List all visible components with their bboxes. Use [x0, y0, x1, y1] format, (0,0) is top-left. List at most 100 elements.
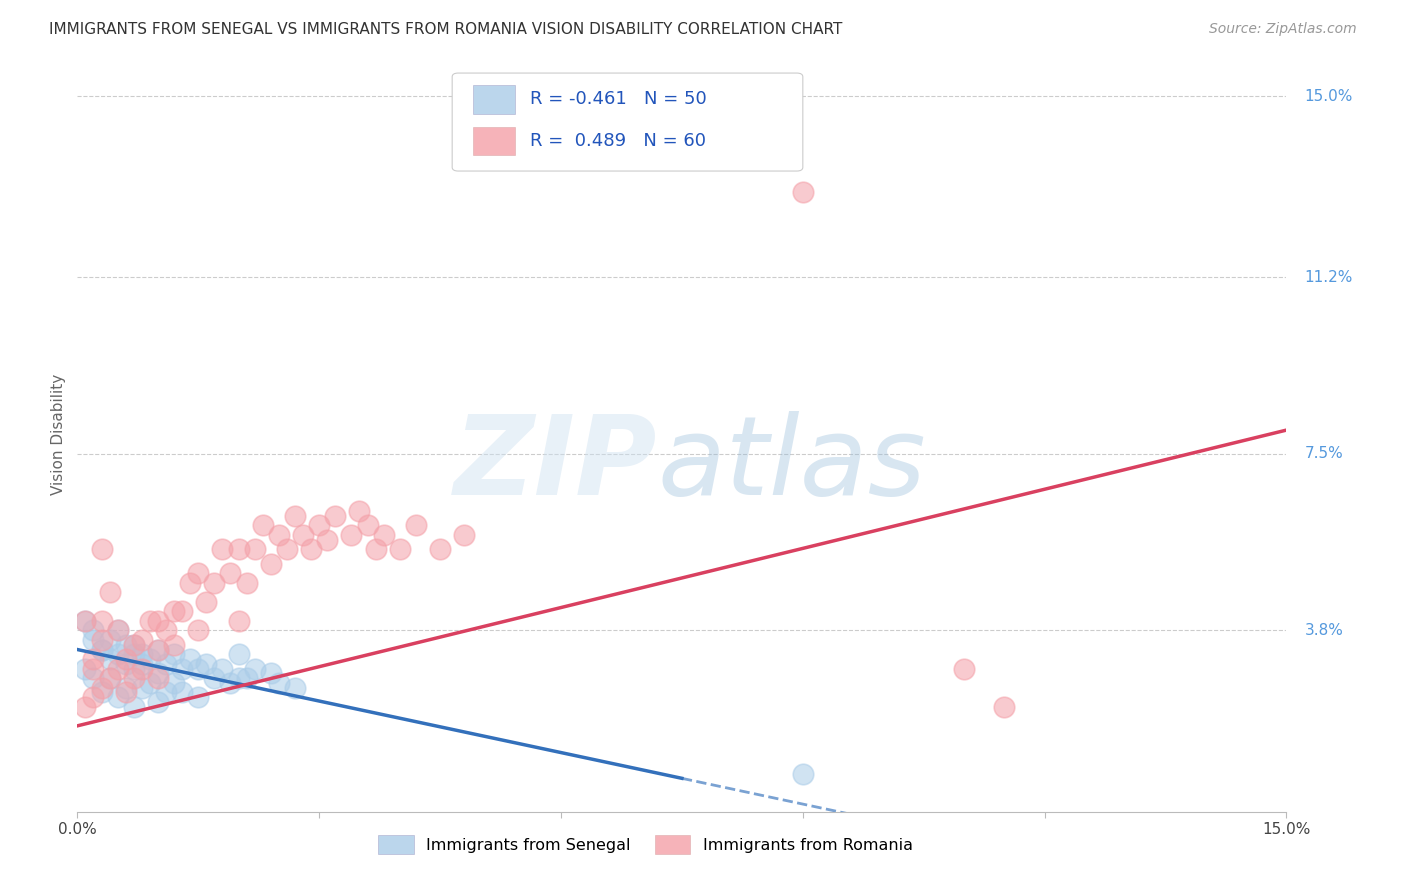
Point: [267, 528, 290, 542]
Point: [122, 648, 145, 662]
Text: 11.2%: 11.2%: [1305, 270, 1353, 285]
Point: [792, 766, 814, 780]
Point: [107, 662, 129, 676]
Point: [219, 676, 242, 690]
Text: Source: ZipAtlas.com: Source: ZipAtlas.com: [1209, 22, 1357, 37]
Point: [82, 624, 104, 638]
Point: [953, 662, 976, 676]
Point: [219, 566, 242, 581]
Point: [98, 585, 121, 599]
Point: [114, 652, 136, 666]
Point: [429, 542, 451, 557]
Point: [139, 652, 162, 666]
Point: [349, 504, 371, 518]
Point: [453, 528, 475, 542]
Point: [131, 662, 153, 676]
Point: [131, 632, 153, 647]
Point: [323, 508, 346, 523]
Point: [82, 690, 104, 705]
Point: [98, 652, 121, 666]
Point: [364, 542, 387, 557]
Point: [260, 666, 283, 681]
Point: [90, 614, 112, 628]
Point: [228, 671, 250, 685]
Point: [107, 648, 129, 662]
Point: [122, 638, 145, 652]
Point: [82, 632, 104, 647]
Point: [228, 614, 250, 628]
Point: [107, 624, 129, 638]
Point: [187, 624, 209, 638]
Point: [75, 614, 97, 628]
Point: [316, 533, 339, 547]
Point: [90, 685, 112, 699]
Point: [122, 638, 145, 652]
Legend: Immigrants from Senegal, Immigrants from Romania: Immigrants from Senegal, Immigrants from…: [373, 829, 920, 860]
Point: [155, 685, 177, 699]
Point: [299, 542, 322, 557]
Text: R =  0.489   N = 60: R = 0.489 N = 60: [530, 132, 706, 150]
Point: [139, 614, 162, 628]
Point: [146, 642, 169, 657]
Point: [75, 614, 97, 628]
FancyBboxPatch shape: [472, 127, 515, 155]
Point: [308, 518, 330, 533]
Point: [146, 671, 169, 685]
Point: [114, 638, 136, 652]
Point: [155, 657, 177, 671]
Point: [388, 542, 411, 557]
Point: [163, 648, 186, 662]
Point: [172, 685, 194, 699]
Point: [195, 657, 218, 671]
Point: [107, 624, 129, 638]
FancyBboxPatch shape: [472, 85, 515, 114]
Text: atlas: atlas: [658, 411, 927, 518]
Point: [131, 681, 153, 695]
Point: [179, 652, 201, 666]
Point: [260, 557, 283, 571]
Point: [993, 699, 1015, 714]
Point: [82, 652, 104, 666]
Point: [90, 642, 112, 657]
Point: [155, 624, 177, 638]
Point: [284, 681, 307, 695]
Point: [139, 676, 162, 690]
Point: [292, 528, 315, 542]
Point: [107, 690, 129, 705]
Point: [284, 508, 307, 523]
Point: [114, 681, 136, 695]
Point: [373, 528, 395, 542]
Point: [267, 676, 290, 690]
Point: [75, 699, 97, 714]
Point: [195, 595, 218, 609]
Point: [75, 662, 97, 676]
Point: [146, 642, 169, 657]
Text: 7.5%: 7.5%: [1305, 446, 1343, 461]
Point: [98, 632, 121, 647]
Point: [792, 185, 814, 199]
Point: [243, 542, 266, 557]
Point: [187, 566, 209, 581]
Point: [211, 542, 233, 557]
Point: [356, 518, 378, 533]
Point: [98, 671, 121, 685]
Point: [122, 699, 145, 714]
Point: [122, 671, 145, 685]
Point: [82, 671, 104, 685]
Text: ZIP: ZIP: [454, 411, 658, 518]
Point: [243, 662, 266, 676]
Point: [228, 542, 250, 557]
Text: IMMIGRANTS FROM SENEGAL VS IMMIGRANTS FROM ROMANIA VISION DISABILITY CORRELATION: IMMIGRANTS FROM SENEGAL VS IMMIGRANTS FR…: [49, 22, 842, 37]
Y-axis label: Vision Disability: Vision Disability: [51, 375, 66, 495]
Point: [163, 638, 186, 652]
Point: [114, 685, 136, 699]
Text: R = -0.461   N = 50: R = -0.461 N = 50: [530, 90, 706, 109]
Point: [179, 575, 201, 590]
Point: [131, 657, 153, 671]
Text: 3.8%: 3.8%: [1305, 623, 1344, 638]
Point: [187, 662, 209, 676]
Text: 15.0%: 15.0%: [1305, 88, 1353, 103]
Point: [228, 648, 250, 662]
Point: [98, 671, 121, 685]
Point: [90, 542, 112, 557]
